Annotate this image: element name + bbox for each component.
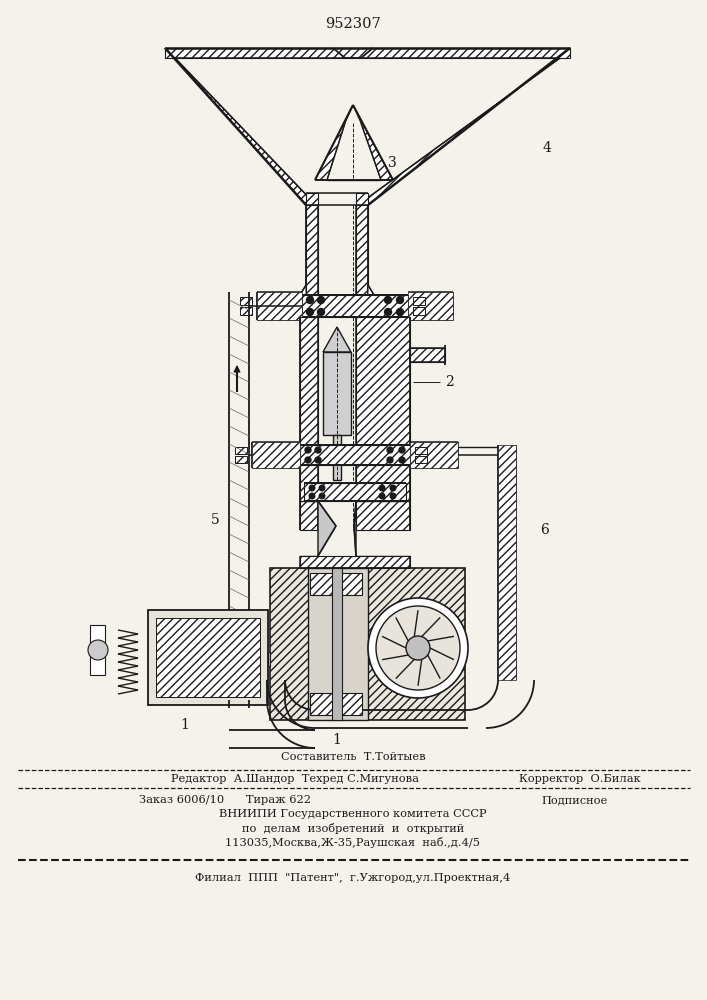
Text: 952307: 952307 [325, 17, 381, 31]
Bar [310, 693, 362, 715]
Circle shape [307, 296, 313, 304]
Bar [270, 568, 465, 720]
Bar [165, 48, 570, 58]
Polygon shape [165, 48, 316, 205]
Circle shape [305, 447, 311, 453]
Circle shape [390, 493, 396, 499]
Bar [90, 625, 105, 675]
Circle shape [385, 308, 392, 316]
Text: 4: 4 [543, 141, 552, 155]
Circle shape [379, 485, 385, 491]
Circle shape [397, 296, 404, 304]
Bar [306, 193, 318, 205]
Circle shape [390, 485, 396, 491]
Circle shape [387, 457, 393, 463]
Circle shape [307, 308, 313, 316]
Text: 1: 1 [180, 718, 189, 732]
Bar [240, 297, 252, 305]
Text: 5: 5 [211, 513, 219, 527]
Bar [356, 205, 368, 295]
Text: 6: 6 [540, 523, 549, 537]
Bar [408, 292, 453, 320]
Circle shape [319, 485, 325, 491]
Circle shape [319, 493, 325, 499]
Polygon shape [323, 327, 351, 352]
Text: Составитель  Т.Тойтыев: Составитель Т.Тойтыев [281, 752, 426, 762]
Bar [304, 483, 406, 501]
Polygon shape [358, 48, 570, 205]
Bar [333, 435, 341, 480]
Bar [302, 295, 408, 317]
Bar [323, 352, 351, 435]
Bar [498, 445, 516, 680]
Text: Корректор  О.Билак: Корректор О.Билак [519, 774, 641, 784]
Text: 2: 2 [445, 375, 454, 389]
Bar [300, 317, 318, 530]
Bar [300, 445, 410, 465]
Bar [306, 205, 318, 295]
Circle shape [88, 640, 108, 660]
Bar [415, 456, 427, 463]
Bar [268, 652, 270, 666]
Polygon shape [353, 105, 393, 180]
Circle shape [309, 485, 315, 491]
Polygon shape [354, 501, 356, 556]
Bar [257, 292, 302, 320]
Bar [356, 193, 368, 205]
Circle shape [397, 308, 404, 316]
Circle shape [309, 493, 315, 499]
Polygon shape [315, 105, 353, 180]
Circle shape [399, 447, 405, 453]
Bar [332, 568, 342, 720]
Circle shape [368, 598, 468, 698]
Polygon shape [368, 285, 374, 295]
Bar [235, 447, 247, 454]
Bar [410, 442, 458, 468]
Bar [413, 307, 425, 315]
Bar [252, 442, 300, 468]
Text: Филиал  ППП  "Патент",  г.Ужгород,ул.Проектная,4: Филиал ППП "Патент", г.Ужгород,ул.Проект… [195, 873, 510, 883]
Polygon shape [300, 285, 306, 295]
Text: 113035,Москва,Ж-35,Раушская  наб.,д.4/5: 113035,Москва,Ж-35,Раушская наб.,д.4/5 [226, 836, 481, 848]
Bar [356, 317, 410, 530]
Bar [413, 297, 425, 305]
Circle shape [317, 308, 325, 316]
Bar [148, 610, 268, 705]
Text: Заказ 6006/10      Тираж 622: Заказ 6006/10 Тираж 622 [139, 795, 311, 805]
Bar [410, 348, 445, 362]
Bar [308, 568, 368, 720]
Circle shape [315, 457, 321, 463]
Circle shape [406, 636, 430, 660]
Text: 3: 3 [388, 156, 397, 170]
Circle shape [305, 457, 311, 463]
Bar [415, 447, 427, 454]
Text: Подписное: Подписное [542, 795, 608, 805]
Polygon shape [318, 501, 336, 556]
Circle shape [379, 493, 385, 499]
Bar [156, 618, 260, 697]
Circle shape [376, 606, 460, 690]
Circle shape [385, 296, 392, 304]
Circle shape [399, 457, 405, 463]
Bar [310, 573, 362, 595]
Text: 1: 1 [332, 733, 341, 747]
Text: ВНИИПИ Государственного комитета СССР: ВНИИПИ Государственного комитета СССР [219, 809, 486, 819]
Text: Редактор  А.Шандор  Техред С.Мигунова: Редактор А.Шандор Техред С.Мигунова [171, 774, 419, 784]
Text: по  делам  изобретений  и  открытий: по делам изобретений и открытий [242, 822, 464, 834]
Bar [300, 556, 410, 568]
Circle shape [317, 296, 325, 304]
Bar [235, 456, 247, 463]
Circle shape [387, 447, 393, 453]
Circle shape [315, 447, 321, 453]
Bar [240, 307, 252, 315]
